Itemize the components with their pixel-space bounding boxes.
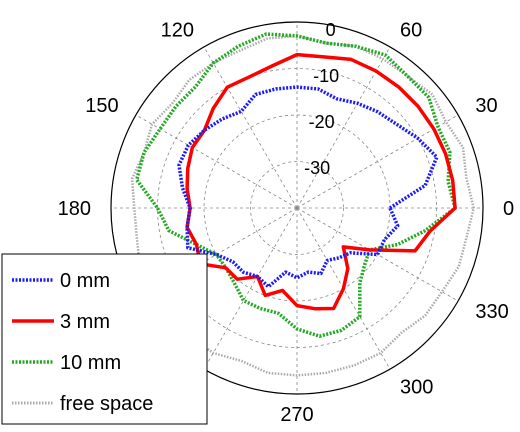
angle-tick-label: 60 <box>400 20 422 42</box>
outer-ring <box>110 21 484 395</box>
grid-ring <box>250 161 344 255</box>
angle-tick-label: 120 <box>161 20 194 42</box>
grid-spoke <box>135 114 298 209</box>
angle-tick-label: 0 <box>503 198 514 220</box>
series-group <box>130 32 475 377</box>
grid-spoke <box>296 207 459 302</box>
legend-label: 3 mm <box>60 311 110 333</box>
legend-label: 10 mm <box>60 352 121 374</box>
angle-tick-label: 180 <box>58 198 91 220</box>
radial-tick-label: -20 <box>309 112 335 132</box>
series-0-mm <box>177 85 439 289</box>
angle-tick-label: 150 <box>85 95 118 117</box>
radial-tick-label: -30 <box>304 158 330 178</box>
legend: 0 mm 3 mm 10 mm free space <box>1 253 208 425</box>
angle-tick-label: 330 <box>475 301 508 323</box>
grid-spoke <box>296 114 459 209</box>
tick-labels: 0 30 60 120 150 180 270 300 330 0 -10 -20 -30 <box>58 20 515 426</box>
radial-tick-label: -10 <box>313 66 339 86</box>
series-3-mm <box>185 52 457 311</box>
angle-tick-label: 30 <box>475 95 497 117</box>
series-free-space <box>130 34 475 377</box>
grid-spoke <box>296 46 391 209</box>
legend-label: 0 mm <box>60 270 110 292</box>
grid-spoke <box>203 46 298 209</box>
grid-spoke <box>203 207 298 370</box>
angle-tick-label: 300 <box>400 376 433 398</box>
radial-tick-label: 0 <box>326 20 336 40</box>
legend-box <box>1 253 208 425</box>
series-10-mm <box>134 32 457 338</box>
legend-label: free space <box>60 393 153 415</box>
angle-tick-label: 270 <box>280 404 313 426</box>
